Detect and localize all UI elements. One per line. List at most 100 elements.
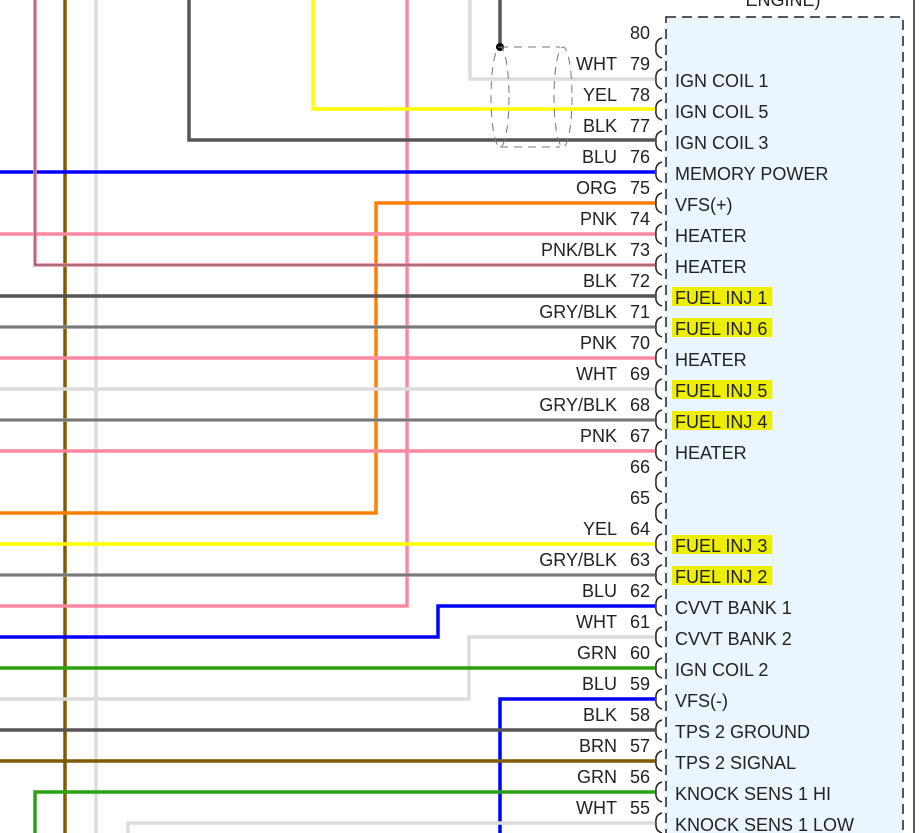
wire-pin-73-stripe [34,0,655,266]
pin-function-label: HEATER [675,226,747,246]
pin-function-label: CVVT BANK 2 [675,629,792,649]
connector-terminal [655,254,663,276]
pin-number: 63 [630,550,650,570]
wire-color-label: GRN [577,643,617,663]
wires [0,0,655,833]
connector-terminal [655,502,663,524]
wire-color-label: BRN [579,736,617,756]
wire-color-label: WHT [576,612,617,632]
pin-number: 61 [630,612,650,632]
wire-color-label: PNK [580,426,617,446]
pin-number: 55 [630,798,650,818]
connector-terminal [655,347,663,369]
pin-function-label: KNOCK SENS 1 LOW [675,815,854,833]
connector-terminal [655,564,663,586]
wire-color-label: BLK [583,271,617,291]
connector-terminal [655,68,663,90]
connector-terminal [655,719,663,741]
wire-color-label: ORG [576,178,617,198]
connector-terminal [655,812,663,833]
connector-terminal [655,440,663,462]
pin-number: 57 [630,736,650,756]
highlight-mark [672,535,773,554]
pin-function-label: FUEL INJ 5 [675,381,767,401]
wire-pin-56 [33,790,655,833]
pin-function-label: KNOCK SENS 1 HI [675,784,831,804]
pin-number: 58 [630,705,650,725]
wire-color-label: WHT [576,798,617,818]
pin-function-label: FUEL INJ 1 [675,288,767,308]
connector-terminal [655,37,663,59]
pin-number: 66 [630,457,650,477]
connector-terminal [655,161,663,183]
highlight-mark [672,411,773,430]
wire-color-label: BLK [583,116,617,136]
pin-number: 69 [630,364,650,384]
pin-number: 56 [630,767,650,787]
connector-terminal [655,99,663,121]
pin-function-label: IGN COIL 5 [675,102,768,122]
connector-terminal [655,626,663,648]
pin-number: 64 [630,519,650,539]
wire-pin-79 [468,0,655,81]
wire-color-label: WHT [576,54,617,74]
wire-pin-55 [126,821,655,833]
pin-function-label: FUEL INJ 4 [675,412,767,432]
connector-terminal [655,378,663,400]
pin-function-label: IGN COIL 2 [675,660,768,680]
pin-number: 76 [630,147,650,167]
pin-function-label: CVVT BANK 1 [675,598,792,618]
pin-function-label: IGN COIL 1 [675,71,768,91]
pin-number: 74 [630,209,650,229]
pin-number: 78 [630,85,650,105]
wire-pin-78 [311,0,655,111]
wire-color-label: PNK [580,209,617,229]
highlight-mark [672,287,773,306]
wire-color-label: GRN [577,767,617,787]
wire-color-label: BLU [582,147,617,167]
wire-pin-77 [187,0,655,142]
wire-color-label: WHT [576,364,617,384]
connector-terminal [655,657,663,679]
pin-function-label: VFS(+) [675,195,733,215]
pin-function-label: TPS 2 GROUND [675,722,810,742]
pin-number: 60 [630,643,650,663]
wire-pin-73 [33,0,655,267]
shield-left [490,46,510,148]
wire-color-label: GRY/BLK [539,550,617,570]
pin-number: 65 [630,488,650,508]
pin-function-label: VFS(-) [675,691,728,711]
wire-color-label: BLU [582,674,617,694]
pin-number: 75 [630,178,650,198]
connector-terminal [655,533,663,555]
connector-terminal [655,316,663,338]
component-title: ENGINE) [745,0,820,10]
pin-function-label: FUEL INJ 6 [675,319,767,339]
pin-number: 72 [630,271,650,291]
pin-number: 67 [630,426,650,446]
pin-function-label: MEMORY POWER [675,164,828,184]
connector-terminal [655,688,663,710]
pin-number: 59 [630,674,650,694]
connector-terminal [655,223,663,245]
wire-color-label: GRY/BLK [539,302,617,322]
pin-function-label: HEATER [675,443,747,463]
connector-terminal [655,409,663,431]
wire-color-label: GRY/BLK [539,395,617,415]
shield-outline [500,46,560,148]
pin-number: 77 [630,116,650,136]
connector-terminal [655,192,663,214]
pin-function-label: IGN COIL 3 [675,133,768,153]
wire-pin-62 [0,604,655,639]
pin-number: 68 [630,395,650,415]
wire-color-label: BLU [582,581,617,601]
pin-number: 73 [630,240,650,260]
pin-function-label: FUEL INJ 3 [675,536,767,556]
connector-terminal [655,471,663,493]
pin-function-label: FUEL INJ 2 [675,567,767,587]
pin-labels: 80 79 WHT IGN COIL 1 78 YEL IGN COIL 5 77 BLK IGN… [539,23,854,833]
connector-terminal [655,750,663,772]
pin-number: 79 [630,54,650,74]
pin-number: 62 [630,581,650,601]
